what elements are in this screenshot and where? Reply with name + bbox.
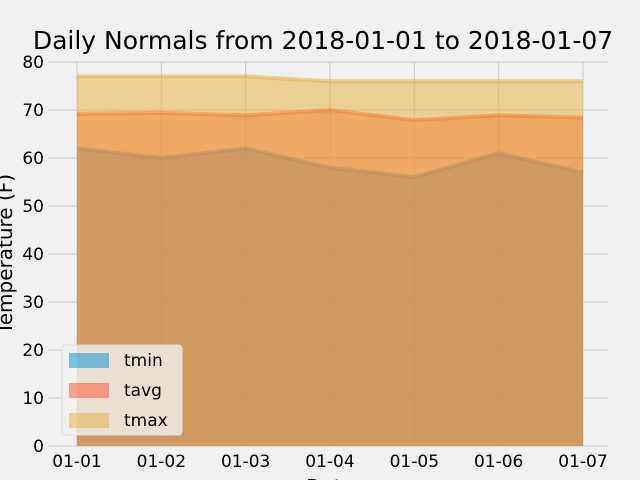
legend: tmin tavg tmax <box>61 344 183 436</box>
y-axis-label: Temperature (F) <box>0 174 17 335</box>
x-tick-label: 01-04 <box>305 452 354 472</box>
legend-swatch <box>69 353 109 368</box>
x-tick-label: 01-07 <box>558 452 607 472</box>
legend-label: tmin <box>124 351 163 371</box>
y-tick-label: 70 <box>22 101 44 121</box>
legend-swatch <box>69 413 109 428</box>
legend-label: tavg <box>124 381 162 401</box>
y-tick-label: 0 <box>33 437 44 457</box>
chart-title: Daily Normals from 2018-01-01 to 2018-01… <box>33 26 613 55</box>
legend-label: tmax <box>124 411 168 431</box>
y-tick-label: 40 <box>22 245 44 265</box>
area <box>77 76 583 447</box>
x-tick-label: 01-03 <box>221 452 270 472</box>
plot-area <box>48 61 608 447</box>
x-tick-label: 01-06 <box>474 452 523 472</box>
y-tick-label: 30 <box>22 293 44 313</box>
x-tick-label: 01-02 <box>137 452 186 472</box>
x-tick-label: 01-01 <box>52 452 101 472</box>
y-tick-label: 10 <box>22 389 44 409</box>
y-tick-label: 60 <box>22 149 44 169</box>
x-axis-label: Date <box>306 475 354 480</box>
y-tick-label: 80 <box>22 53 44 73</box>
y-tick-label: 20 <box>22 341 44 361</box>
legend-swatch <box>69 383 109 398</box>
line <box>77 74 583 84</box>
y-tick-label: 50 <box>22 197 44 217</box>
x-tick-label: 01-05 <box>390 452 439 472</box>
